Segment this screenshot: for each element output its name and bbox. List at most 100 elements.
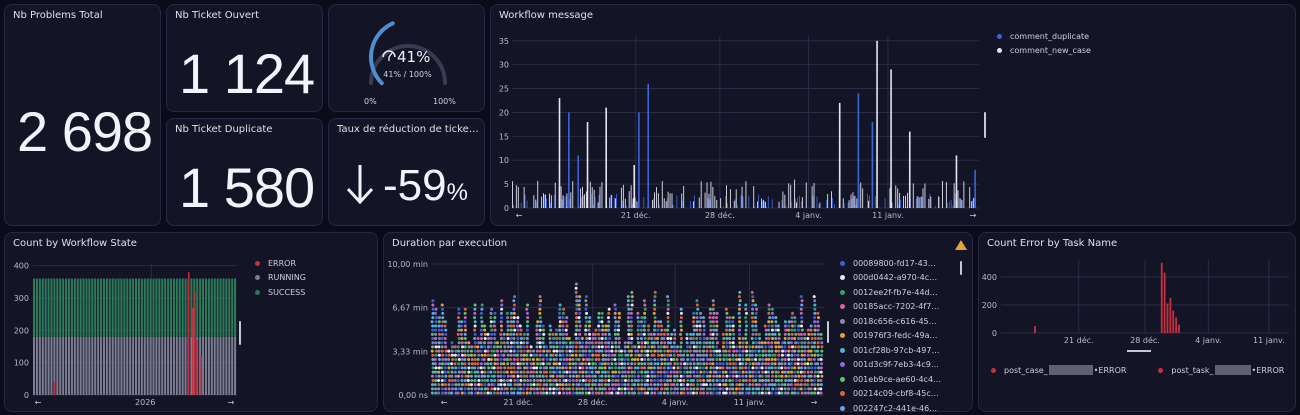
duration-panel[interactable]: Duration par execution 10,00 min 6,67 min…: [383, 232, 973, 412]
data-point: [528, 391, 532, 395]
legend-item[interactable]: ERROR: [255, 256, 306, 271]
data-point: [682, 387, 686, 391]
scroll-left-icon[interactable]: ←: [35, 398, 42, 407]
scroll-right-icon[interactable]: →: [970, 211, 977, 220]
scroll-right-icon[interactable]: →: [228, 398, 235, 407]
legend-item[interactable]: 001d3c9f-7eb3-4c9…: [840, 358, 941, 373]
data-point: [816, 362, 820, 366]
data-point: [630, 362, 634, 366]
running-bar: [175, 336, 178, 395]
data-point: [708, 383, 712, 387]
legend-scrollbar[interactable]: [960, 261, 962, 275]
legend-item[interactable]: 00185acc-7202-4f7…: [840, 300, 941, 315]
legend-item[interactable]: SUCCESS: [255, 285, 306, 300]
data-point: [603, 366, 607, 370]
data-point: [575, 374, 579, 378]
data-point: [819, 391, 823, 395]
data-point: [597, 357, 601, 361]
legend-item[interactable]: 002247c2-441e-46…: [840, 401, 941, 411]
legend-item[interactable]: 001eb9ce-ae60-4c4…: [840, 372, 941, 387]
workflow-message-panel[interactable]: Workflow message 0 5 10 15 20 25 30 35 21 déc. 28…: [490, 4, 1296, 226]
legend-item[interactable]: 0018c656-c616-45…: [840, 314, 941, 329]
data-point: [450, 345, 454, 349]
legend-item[interactable]: 0012ee2f-fb7e-44d…: [840, 285, 941, 300]
data-point: [813, 341, 817, 345]
data-point: [447, 374, 451, 378]
chart-scrollbar[interactable]: [827, 321, 829, 343]
warning-icon[interactable]: [954, 239, 968, 251]
legend-item[interactable]: 000d0442-a970-4c…: [840, 271, 941, 286]
data-point: [676, 391, 680, 395]
kpi-ticket-duplicate-panel[interactable]: Nb Ticket Duplicate 1 580: [166, 118, 323, 226]
kpi-problems-total-panel[interactable]: Nb Problems Total 2 698: [4, 4, 161, 226]
data-point: [702, 337, 706, 341]
data-point: [712, 353, 716, 357]
gauge-panel[interactable]: 41% 41% / 100% 0% 100%: [328, 4, 485, 112]
data-point: [653, 320, 657, 324]
data-point: [802, 370, 806, 374]
scroll-right-icon[interactable]: →: [811, 398, 818, 407]
legend-item[interactable]: RUNNING: [255, 271, 306, 286]
kpi-taux-reduction-panel[interactable]: Taux de réduction de ticke… -59%: [328, 118, 485, 226]
data-point: [594, 341, 598, 345]
data-point: [581, 366, 585, 370]
error-task-panel[interactable]: Count Error by Task Name 0 200 400 21 déc. 2…: [978, 232, 1296, 412]
data-point: [751, 387, 755, 391]
data-point: [574, 332, 578, 336]
legend-item[interactable]: post_case_ •ERROR: [991, 363, 1126, 378]
data-point: [696, 362, 700, 366]
legend-scrollbar[interactable]: [984, 112, 986, 138]
data-point: [784, 353, 788, 357]
data-point: [541, 362, 545, 366]
legend-item[interactable]: 00089800-fd17-43…: [840, 256, 941, 271]
data-point: [725, 316, 729, 320]
legend-item[interactable]: 001976f3-fedc-49a…: [840, 329, 941, 344]
data-bar: [906, 206, 907, 208]
data-point: [552, 370, 556, 374]
data-point: [516, 374, 520, 378]
data-point: [813, 316, 817, 320]
data-point: [496, 387, 500, 391]
data-point: [581, 341, 585, 345]
scroll-left-icon[interactable]: ←: [516, 211, 523, 220]
data-point: [545, 357, 549, 361]
data-bar: [811, 186, 813, 208]
data-point: [519, 345, 523, 349]
data-point: [564, 328, 568, 332]
data-bar: [580, 188, 581, 208]
data-point: [590, 387, 594, 391]
data-point: [754, 378, 758, 382]
data-point: [558, 337, 562, 341]
data-bar: [903, 195, 904, 208]
data-point: [558, 320, 562, 324]
data-point: [486, 370, 490, 374]
data-point: [813, 303, 817, 307]
data-point: [656, 357, 660, 361]
data-point: [659, 349, 663, 353]
kpi-ticket-ouvert-panel[interactable]: Nb Ticket Ouvert 1 124: [166, 4, 323, 112]
data-point: [613, 353, 617, 357]
legend-item[interactable]: 00214c09-cbf8-45c…: [840, 387, 941, 402]
scroll-left-icon[interactable]: ←: [441, 398, 448, 407]
workflow-state-panel[interactable]: Count by Workflow State 0 100 200 300 400 202…: [4, 232, 378, 412]
running-bar: [70, 336, 73, 395]
data-bar: [716, 200, 718, 208]
data-point: [571, 357, 575, 361]
chart-scrollbar[interactable]: [1127, 350, 1151, 352]
data-point: [767, 391, 771, 395]
data-point: [554, 332, 558, 336]
legend-item[interactable]: comment_duplicate: [997, 29, 1091, 44]
data-point: [679, 362, 683, 366]
legend-scrollbar[interactable]: [239, 321, 241, 345]
legend-item[interactable]: comment_new_case: [997, 44, 1091, 59]
legend-item[interactable]: post_task_ •ERROR: [1158, 363, 1284, 378]
legend-item[interactable]: 001cf28b-97cb-497…: [840, 343, 941, 358]
data-point: [790, 349, 794, 353]
data-point: [574, 320, 578, 324]
data-point: [793, 387, 797, 391]
data-bar: [790, 184, 792, 208]
